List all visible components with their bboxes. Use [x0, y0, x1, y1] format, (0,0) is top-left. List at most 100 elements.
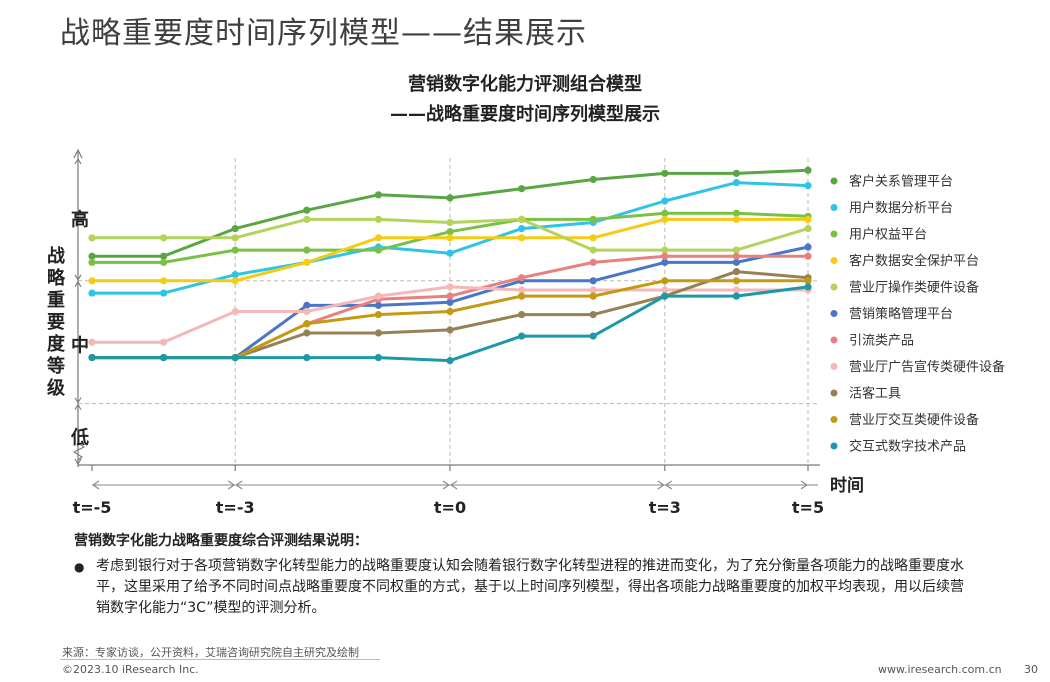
x-tick-labels: t=-5 t=-3 t=0 t=3 t=5 时间 [73, 475, 864, 517]
data-point [446, 228, 454, 236]
legend-marker [830, 416, 838, 423]
interval-arrow-right [800, 480, 808, 490]
data-point [88, 277, 96, 285]
data-point [518, 274, 526, 282]
legend-label: 客户关系管理平台 [849, 174, 953, 190]
data-point [518, 215, 526, 223]
legend-marker [830, 336, 838, 344]
data-point [446, 298, 454, 306]
y-level-label: 中 [71, 334, 89, 356]
data-point [374, 301, 382, 309]
legend-label: 营业厅广告宣传类硬件设备 [849, 359, 1005, 375]
data-point [446, 292, 454, 300]
data-point [732, 277, 741, 285]
data-point [160, 258, 168, 266]
data-point [231, 353, 239, 362]
data-point [661, 197, 669, 205]
data-point [661, 286, 669, 294]
data-point [303, 301, 311, 309]
series-group [88, 283, 812, 346]
data-point [88, 234, 96, 242]
notes-heading: 营销数字化能力战略重要度综合评测结果说明： [74, 533, 368, 549]
data-point [589, 246, 597, 254]
data-point [160, 277, 168, 285]
interval-arrow-left [235, 480, 243, 490]
data-point [589, 258, 597, 266]
copyright: ©2023.10 iResearch Inc. [62, 663, 199, 676]
data-point [160, 289, 168, 297]
data-point [303, 329, 311, 337]
legend-marker [830, 310, 838, 317]
y-level-label: 高 [71, 208, 89, 230]
data-point [518, 332, 526, 340]
data-point [160, 353, 168, 362]
data-point [374, 246, 382, 254]
legend-label: 引流类产品 [849, 334, 914, 349]
data-point [804, 225, 812, 233]
legend-label: 营销策略管理平台 [849, 306, 953, 322]
data-point [732, 258, 741, 266]
data-point [374, 234, 382, 242]
level-arrow-up [74, 403, 82, 410]
data-point [589, 175, 597, 184]
data-point [661, 246, 669, 254]
x-tick-label: t=-3 [216, 498, 255, 517]
legend-label: 营业厅操作类硬件设备 [849, 280, 979, 296]
data-point [661, 169, 669, 177]
data-point [589, 277, 597, 285]
data-point [732, 267, 741, 276]
data-point [661, 215, 669, 223]
data-point [518, 185, 526, 193]
data-point [303, 320, 311, 328]
series-group [88, 215, 812, 254]
data-point [303, 258, 311, 266]
data-point [804, 277, 812, 285]
legend-label: 客户数据安全保护平台 [849, 253, 979, 269]
data-point [804, 182, 812, 190]
data-point [804, 243, 812, 251]
data-point [518, 225, 526, 233]
data-point [303, 206, 311, 214]
data-point [88, 338, 96, 346]
axis-break-icon [72, 442, 86, 461]
legend-marker [830, 230, 838, 238]
x-tick-label: t=0 [434, 498, 466, 517]
y-axis-label-char: 重 [47, 289, 65, 311]
data-point [231, 277, 239, 285]
level-arrow-down [74, 274, 82, 281]
x-tick-label: t=5 [792, 498, 824, 517]
y-axis-label-char: 要 [47, 312, 65, 333]
interval-arrow-left [92, 480, 100, 490]
level-arrow-up [74, 157, 82, 165]
legend-label: 营业厅交互类硬件设备 [849, 412, 979, 428]
data-point [661, 258, 669, 266]
page-title: 战略重要度时间序列模型——结果展示 [60, 16, 587, 51]
data-point [589, 332, 597, 340]
legend-marker [830, 389, 838, 397]
data-point [446, 218, 454, 227]
series-group [88, 283, 812, 365]
legend-label: 用户数据分析平台 [849, 200, 953, 216]
website-link[interactable]: www.iresearch.com.cn [878, 663, 1002, 676]
x-axis-label: 时间 [830, 475, 864, 496]
data-point [661, 252, 669, 260]
data-point [661, 209, 669, 217]
y-axis-label-char: 战 [47, 246, 65, 267]
data-point [661, 277, 669, 285]
data-point [518, 292, 526, 300]
data-point [804, 215, 812, 223]
data-point [231, 271, 239, 279]
y-level-label: 低 [70, 426, 89, 448]
data-point [446, 283, 454, 291]
data-point [374, 353, 382, 362]
data-point [589, 286, 597, 294]
data-point [661, 292, 669, 300]
data-point [518, 234, 526, 242]
level-arrow-down [74, 397, 82, 404]
legend-marker [830, 442, 838, 450]
interval-arrow-left [450, 480, 458, 490]
notes-bullet: ● [74, 560, 85, 574]
data-point [732, 178, 741, 187]
data-point [589, 292, 597, 300]
